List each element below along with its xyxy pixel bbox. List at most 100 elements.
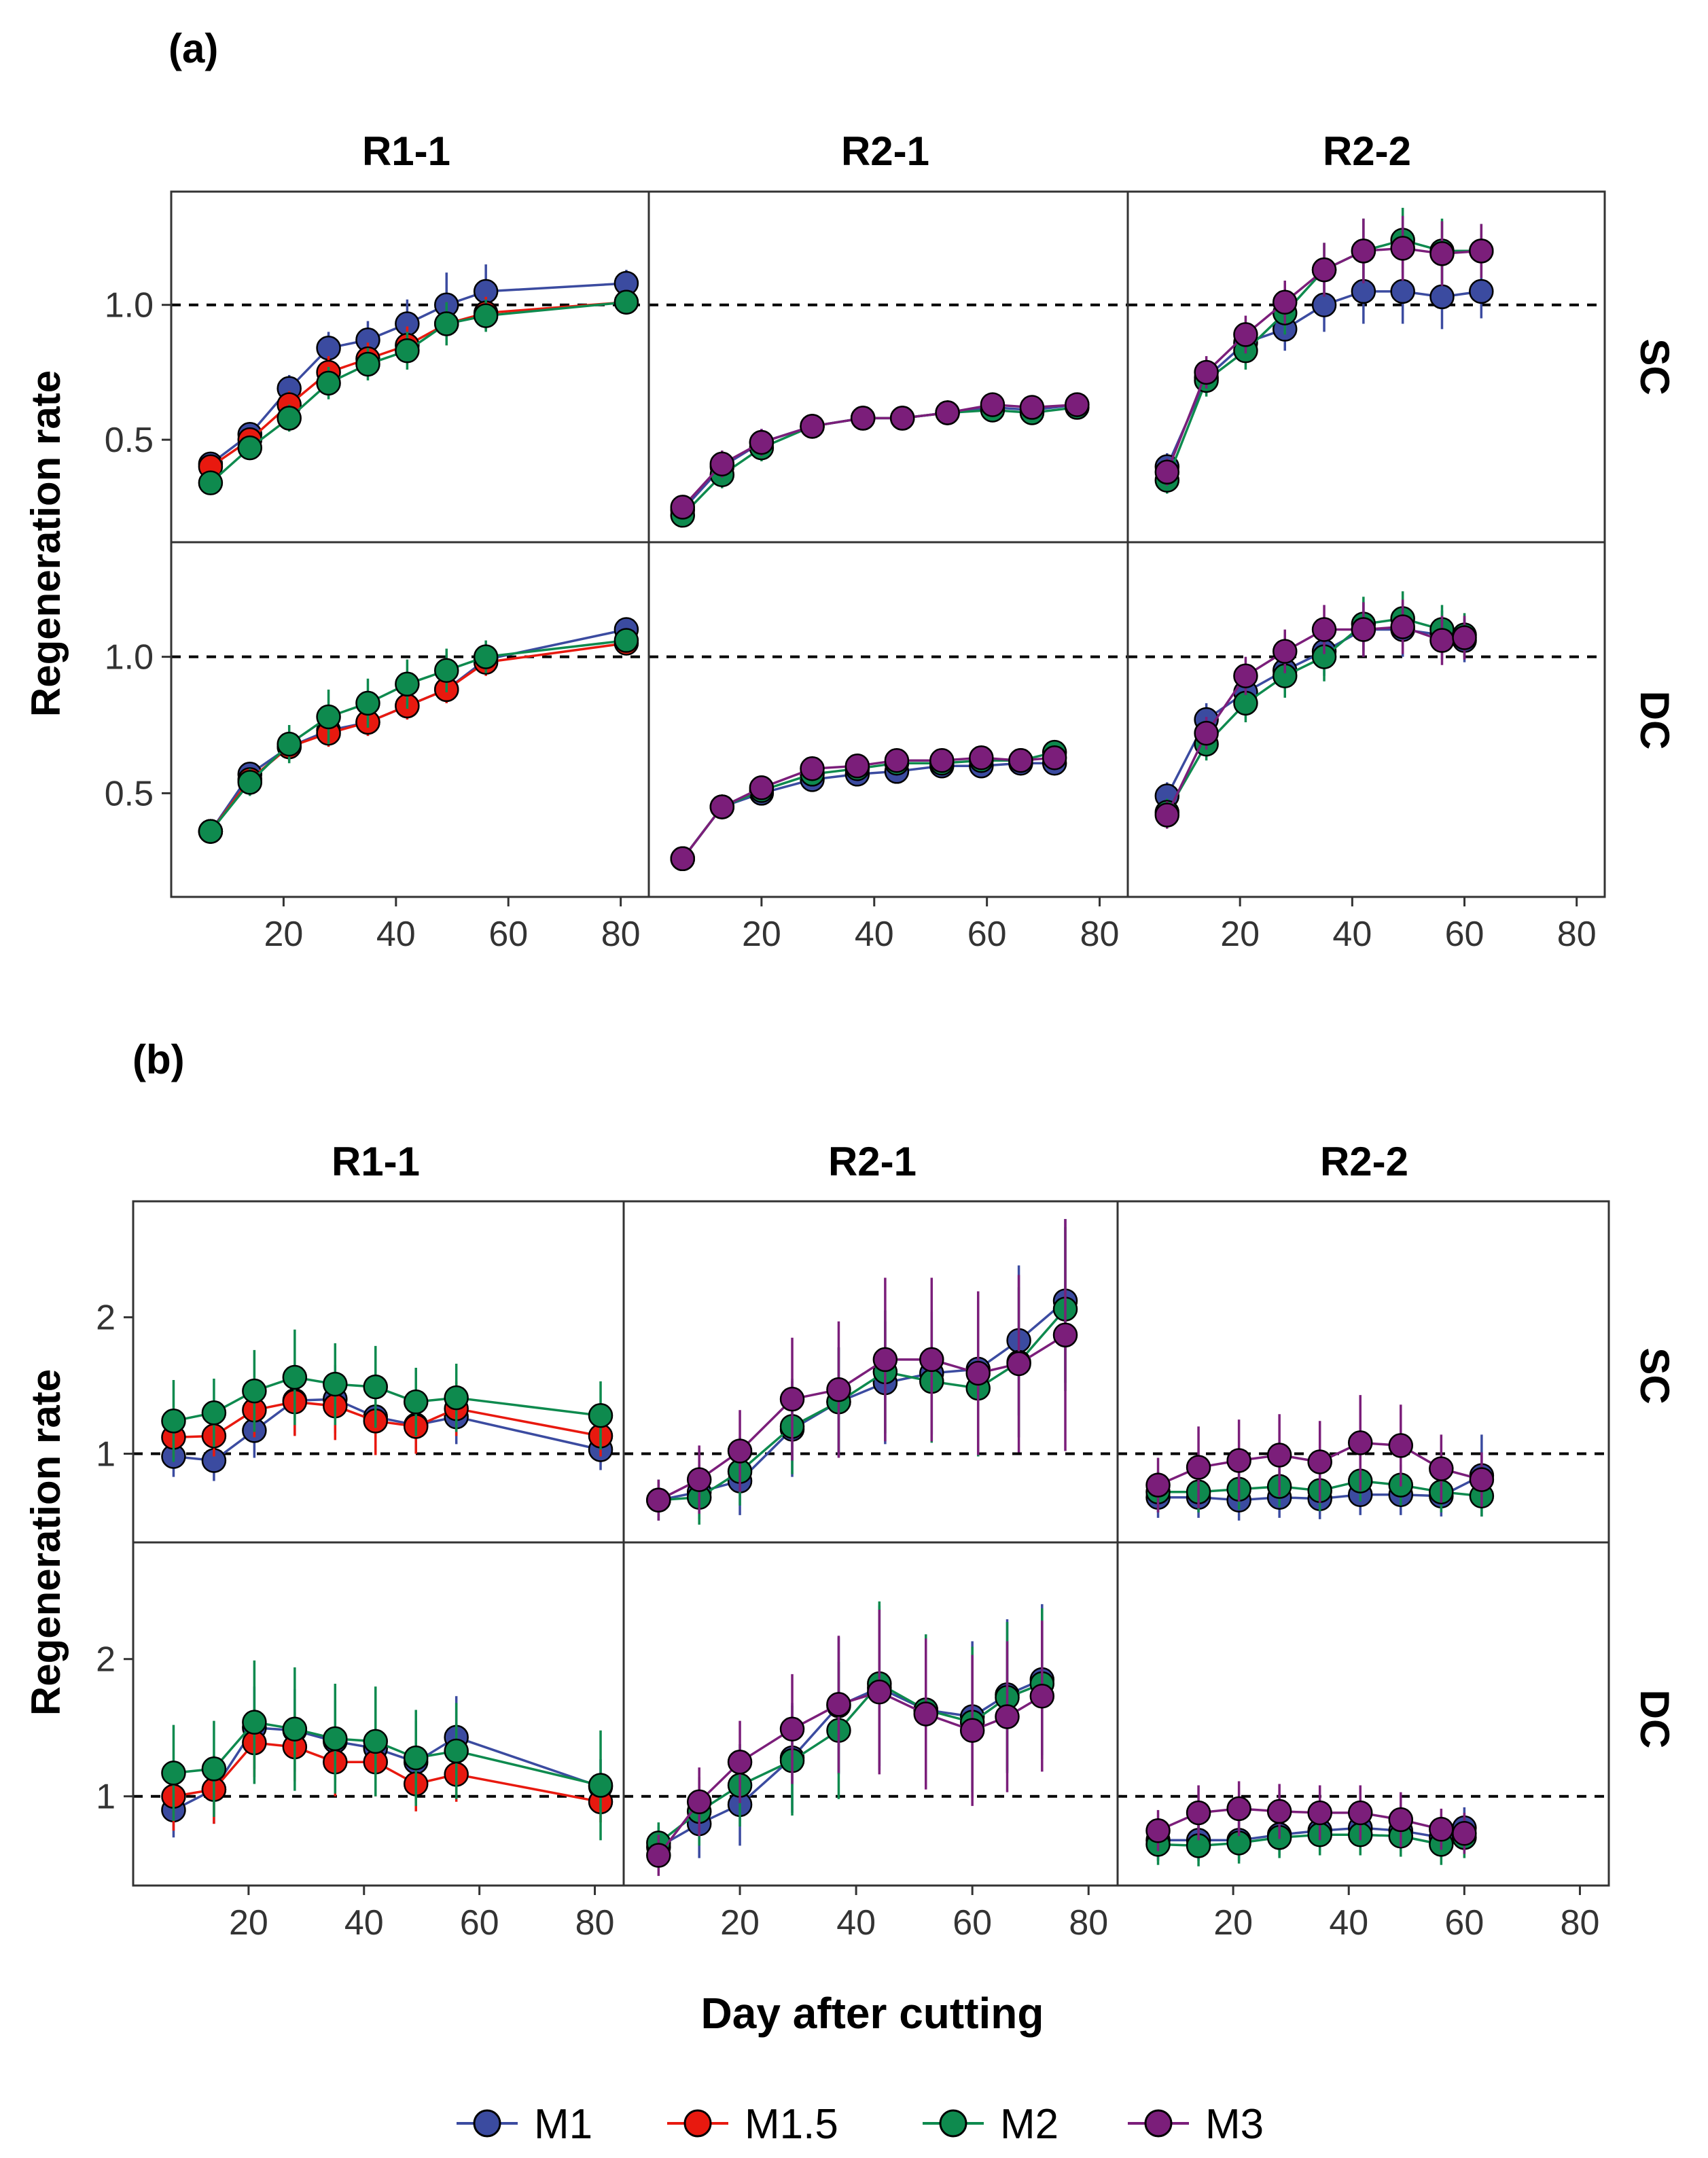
strip-b-dc: DC bbox=[1632, 1690, 1677, 1749]
legend-item-m1: M1 bbox=[457, 2101, 592, 2148]
panel-b-r1-1-sc-series-m2 bbox=[161, 1329, 613, 1462]
panel-a-r2-2-sc-series-m1-point bbox=[1429, 284, 1455, 310]
ylabel-a: Regeneration rate bbox=[23, 370, 69, 717]
panel-a-r1-1-sc-series-m2 bbox=[198, 289, 639, 495]
strip-b-r1-1: R1-1 bbox=[332, 1139, 420, 1184]
panel-a-r2-2-sc-series-m1-point bbox=[1351, 279, 1376, 304]
panel-a-r2-2-sc-series-m1-point bbox=[1311, 292, 1337, 317]
panel-a-r2-2-sc-series-m3-point bbox=[1233, 322, 1258, 347]
xtick-label-b-r2-2-20: 20 bbox=[1213, 1903, 1253, 1943]
panel-b-r2-1-dc-series-m3-point bbox=[995, 1704, 1020, 1729]
xtick-label-a-r2-1-60: 60 bbox=[967, 915, 1007, 954]
legend-label-m1-5: M1.5 bbox=[745, 2101, 838, 2148]
panel-b-r2-1-sc-series-m1-line bbox=[658, 1300, 1067, 1502]
panel-a-r2-1-sc-series-m3-point bbox=[1019, 395, 1045, 420]
panel-a-r2-1-sc-series-m3-point bbox=[670, 495, 696, 520]
panel-a-r2-1-dc-series-m2-line bbox=[681, 751, 1055, 860]
panel-a-r2-2-dc-series-m2-point bbox=[1233, 690, 1258, 716]
xtick-label-a-r2-1-40: 40 bbox=[855, 915, 894, 954]
panel-b-r2-2-dc-series-m3-point bbox=[1452, 1820, 1477, 1846]
panel-a-r1-1-dc-series-m2-point bbox=[277, 731, 302, 757]
panel-b-r2-1-sc bbox=[622, 1200, 1119, 1544]
panel-b-r1-1-dc-series-m2-point bbox=[363, 1729, 389, 1754]
xtick-label-b-r2-1-40: 40 bbox=[836, 1903, 876, 1943]
xtick-label-a-r1-1-40: 40 bbox=[376, 915, 416, 954]
panel-a-r1-1-dc-series-m2 bbox=[198, 628, 639, 844]
panel-a-r1-1-dc bbox=[170, 541, 650, 898]
panel-b-r2-2-sc-series-m3-point bbox=[1429, 1456, 1454, 1481]
panel-a-r1-1-sc-series-m2-point bbox=[613, 289, 639, 315]
panel-a-r2-1-dc-series-m3-point bbox=[749, 775, 775, 800]
panel-b-r2-2-sc-series-m3-point bbox=[1388, 1433, 1414, 1458]
xtick-label-b-r2-1-60: 60 bbox=[953, 1903, 992, 1943]
panel-a-r2-1-sc-series-m3-point bbox=[850, 406, 876, 431]
panel-b-r2-1-sc-series-m3-point bbox=[727, 1438, 753, 1464]
panel-b-r1-1-dc-series-m2 bbox=[161, 1660, 613, 1841]
panel-a-r2-1-sc-series-m3-point bbox=[709, 451, 735, 477]
panel-b-r2-2-dc-series-m3-point bbox=[1145, 1818, 1171, 1843]
panel-a-r1-1-sc-series-m2-point bbox=[277, 406, 302, 431]
panel-b-r2-1-dc-series-m3 bbox=[646, 1609, 1055, 1876]
panel-b-r1-1-sc-series-m2-point bbox=[444, 1385, 469, 1411]
panel-a-r2-2-dc-series-m3-point bbox=[1390, 614, 1415, 639]
strip-a-r2-1: R2-1 bbox=[841, 128, 929, 174]
panel-b-r2-1-dc-series-m3-point bbox=[779, 1716, 805, 1741]
panel-a-r2-2-sc-series-m3-point bbox=[1390, 236, 1415, 261]
panel-b-r1-1-dc bbox=[132, 1541, 625, 1887]
panel-a-r1-1-dc-series-m2-point bbox=[316, 704, 341, 730]
panel-b-r2-2-dc-series-m3-point bbox=[1307, 1800, 1332, 1826]
panel-a-r2-1-sc-series-m3-point bbox=[935, 400, 960, 425]
xtick-label-b-r1-1-20: 20 bbox=[229, 1903, 268, 1943]
panel-label-a: (a) bbox=[168, 26, 218, 71]
ylabel-b: Regeneration rate bbox=[23, 1369, 69, 1716]
panel-b-r2-1-dc-series-m3-point bbox=[826, 1692, 851, 1717]
legend-marker-m3 bbox=[1144, 2109, 1173, 2138]
panel-a-r2-1-dc-series-m3 bbox=[670, 745, 1067, 872]
panel-a-r2-2-dc bbox=[1126, 541, 1606, 898]
xtick-label-a-r2-1-80: 80 bbox=[1080, 915, 1120, 954]
panel-b-r1-1-dc-series-m2-point bbox=[282, 1716, 308, 1741]
panel-b-r2-2-sc-series-m3-point bbox=[1307, 1449, 1332, 1474]
ytick-label-b-dc-1: 1 bbox=[96, 1777, 115, 1817]
panel-a-r2-1-sc-series-m3-point bbox=[1065, 392, 1090, 417]
panel-b-r2-1-dc bbox=[622, 1541, 1119, 1887]
panel-b-r2-1-sc-series-m3-point bbox=[919, 1347, 944, 1373]
panel-a-r2-1-dc-series-m3-point bbox=[670, 846, 696, 872]
panel-b-r2-1-sc-series-m2-line bbox=[658, 1308, 1067, 1502]
panel-b-r2-2-dc-series-m3-point bbox=[1266, 1799, 1292, 1824]
panel-a-r2-2-sc-series-m3-point bbox=[1469, 238, 1494, 264]
panel-a-r1-1-sc-series-m1-point bbox=[316, 335, 341, 361]
ytick-label-b-sc-2: 2 bbox=[96, 1298, 115, 1338]
xtick-label-b-r1-1-60: 60 bbox=[460, 1903, 499, 1943]
xtick-label-a-r1-1-60: 60 bbox=[488, 915, 528, 954]
panel-a-r2-1-dc-series-m3-point bbox=[929, 747, 955, 773]
panel-b-r1-1-sc-series-m2-point bbox=[588, 1403, 613, 1428]
xtick-label-a-r1-1-80: 80 bbox=[601, 915, 641, 954]
panel-a-r2-1-sc-series-m3-line bbox=[681, 403, 1078, 508]
panel-b-r2-1-dc-series-m2-line bbox=[658, 1682, 1043, 1844]
panel-a-r1-1-dc-series-m2-point bbox=[613, 628, 639, 653]
panel-b-r1-1-sc-series-m2-point bbox=[242, 1378, 267, 1404]
xtick-label-b-r2-2-40: 40 bbox=[1329, 1903, 1368, 1943]
panel-a-r1-1-dc-background bbox=[171, 542, 649, 897]
ytick-label-a-sc-0-5: 0.5 bbox=[105, 421, 154, 460]
panel-a-r2-2-sc-series-m3-point bbox=[1154, 459, 1180, 485]
xtick-label-b-r2-2-60: 60 bbox=[1444, 1903, 1484, 1943]
panel-b-r1-1-dc-series-m2-point bbox=[242, 1710, 267, 1735]
panel-b-r1-1-dc-series-m2-point bbox=[444, 1738, 469, 1764]
panel-b-r2-2-dc bbox=[1116, 1541, 1610, 1887]
panel-b-r1-1-dc-series-m2-point bbox=[323, 1726, 348, 1752]
panel-b-r2-1-dc-series-m1-line bbox=[658, 1678, 1043, 1848]
panel-b-r2-2-sc-series-m3-point bbox=[1145, 1472, 1171, 1498]
panel-a-r1-1-sc-series-m2-point bbox=[473, 303, 499, 328]
panel-a-r2-2-dc-series-m3-point bbox=[1452, 625, 1477, 650]
panel-b-r2-1-sc-series-m3-point bbox=[686, 1467, 712, 1492]
panel-a-r2-2-sc-series-m3-point bbox=[1429, 241, 1455, 266]
panel-b-r2-2-sc-series-m3-point bbox=[1347, 1430, 1373, 1455]
strip-a-dc: DC bbox=[1632, 691, 1677, 750]
xtick-label-b-r2-2-80: 80 bbox=[1561, 1903, 1600, 1943]
panel-b-r2-2-dc-border bbox=[1116, 1541, 1610, 1887]
panel-a-r2-1-dc-background bbox=[649, 542, 1128, 897]
panel-a-r2-2-dc-series-m3-point bbox=[1272, 639, 1298, 664]
panel-a-r2-2-sc-series-m3 bbox=[1154, 215, 1494, 486]
